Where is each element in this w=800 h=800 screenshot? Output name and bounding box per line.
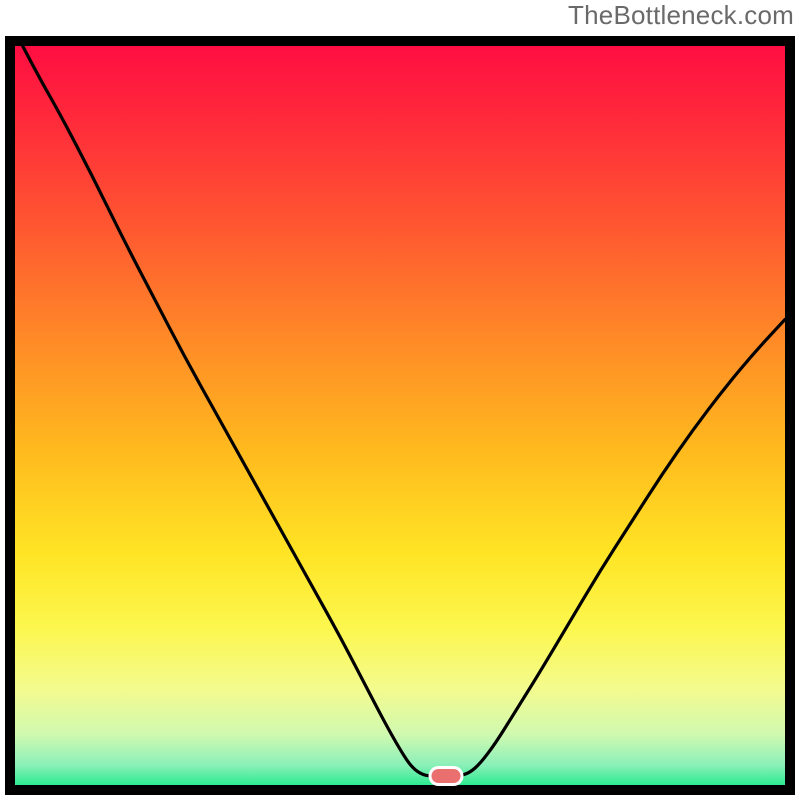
optimum-marker (429, 766, 464, 786)
optimum-marker-pill (432, 769, 461, 783)
plot-border (5, 36, 795, 795)
watermark-text: TheBottleneck.com (568, 0, 794, 31)
bottleneck-plot (5, 36, 795, 795)
